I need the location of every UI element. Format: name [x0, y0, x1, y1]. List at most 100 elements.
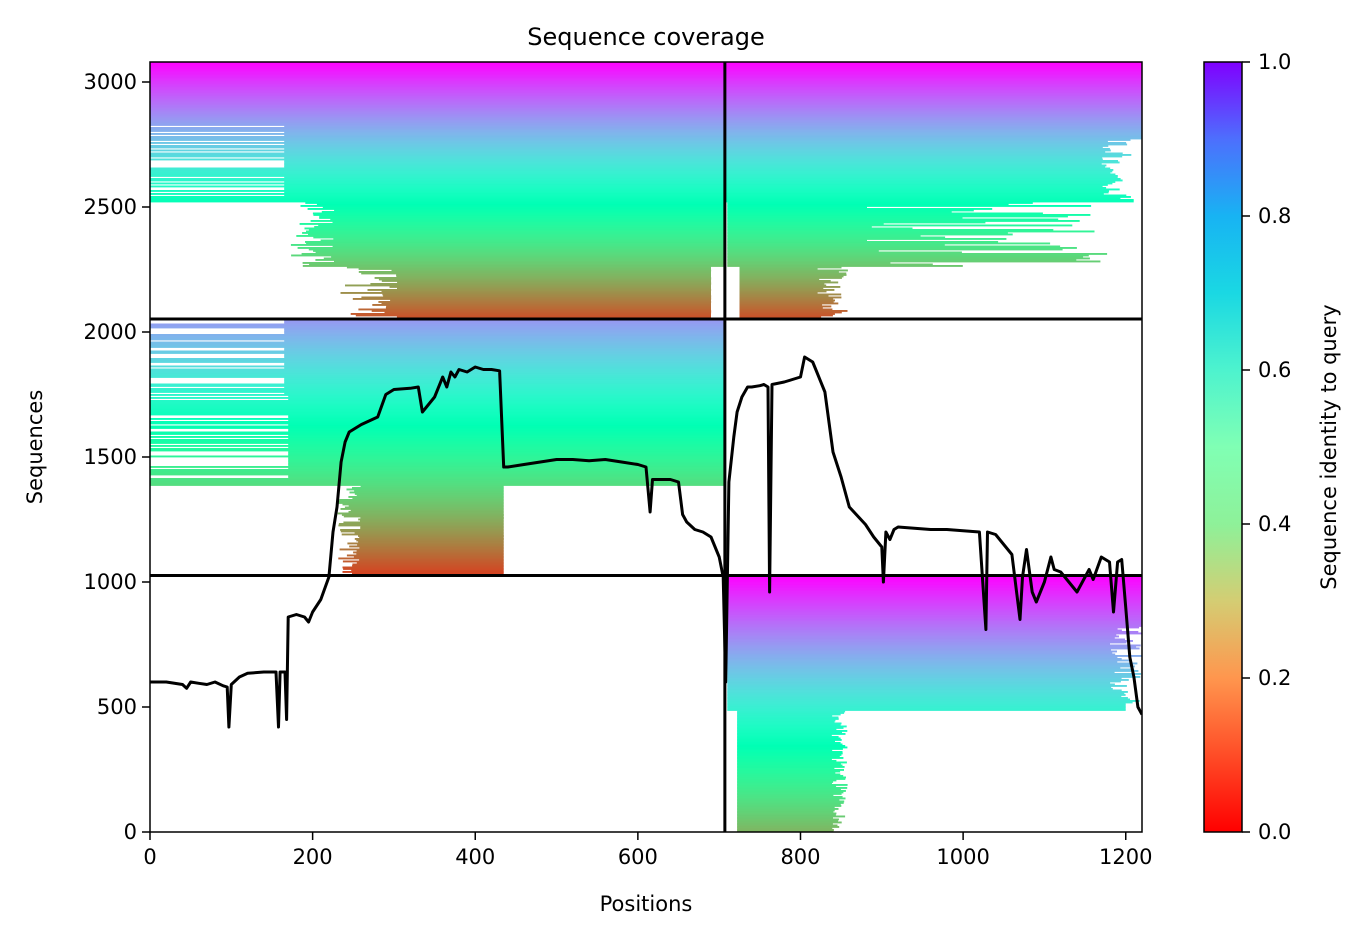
heatmap-row	[739, 304, 823, 306]
heatmap-row	[737, 781, 834, 783]
heatmap-row	[727, 238, 1007, 240]
heatmap-row	[725, 199, 1134, 201]
x-axis-ticks: 0 200 400 600 800 1000 1200	[143, 832, 1152, 869]
heatmap-row	[355, 314, 711, 317]
heatmap-row	[737, 733, 846, 735]
heatmap-row	[724, 607, 1142, 609]
heatmap-row	[724, 64, 1142, 66]
heatmap-row	[150, 403, 725, 405]
heatmap-row	[150, 190, 725, 192]
heatmap-row	[150, 179, 725, 182]
heatmap-row	[725, 143, 1128, 146]
heatmap-row	[727, 661, 1118, 663]
heatmap-row	[737, 793, 842, 795]
colorbar	[1203, 61, 1243, 833]
heatmap-row	[737, 829, 834, 831]
heatmap-row	[727, 629, 1122, 632]
heatmap-row	[300, 205, 725, 207]
heatmap-row	[331, 256, 725, 258]
heatmap-row	[305, 241, 725, 243]
heatmap-row	[724, 70, 1142, 72]
heatmap-row	[150, 341, 725, 344]
heatmap-row	[150, 67, 725, 69]
heatmap-row	[737, 746, 848, 749]
heatmap-row	[737, 818, 839, 821]
heatmap-row	[737, 815, 846, 818]
heatmap-row	[724, 131, 1142, 134]
heatmap-row	[360, 527, 504, 530]
heatmap-row	[150, 68, 725, 71]
heatmap-row	[727, 659, 1132, 662]
heatmap-row	[150, 473, 725, 476]
heatmap-row	[737, 805, 842, 807]
heatmap-row	[727, 242, 1051, 245]
heatmap-row	[150, 106, 725, 108]
heatmap-row	[343, 521, 504, 524]
heatmap-row	[739, 305, 832, 308]
heatmap-row	[727, 257, 1090, 260]
heatmap-row	[724, 116, 1142, 119]
heatmap-row	[284, 143, 725, 146]
heatmap-row	[330, 218, 725, 221]
heatmap-row	[739, 292, 818, 294]
heatmap-row	[150, 427, 725, 429]
heatmap-row	[727, 701, 1133, 704]
heatmap-row	[737, 755, 840, 758]
heatmap-row	[727, 631, 1139, 633]
heatmap-row	[397, 281, 712, 284]
heatmap-row	[374, 277, 712, 279]
heatmap-row	[284, 194, 725, 197]
heatmap-row	[724, 127, 1142, 129]
heatmap-row	[150, 407, 725, 410]
heatmap-row	[150, 196, 725, 198]
heatmap-row	[727, 247, 1077, 249]
heatmap-row	[739, 266, 842, 269]
heatmap-row	[352, 563, 504, 566]
heatmap-row	[316, 203, 725, 206]
heatmap-row	[361, 272, 711, 275]
heatmap-row	[724, 620, 1142, 623]
heatmap-row	[313, 214, 725, 216]
heatmap-row	[727, 698, 1130, 701]
heatmap-row	[727, 245, 1061, 248]
heatmap-row	[727, 230, 1095, 233]
heatmap-row	[727, 670, 1139, 672]
heatmap-row	[727, 632, 1142, 635]
heatmap-row	[345, 284, 711, 287]
heatmap-row	[724, 85, 1142, 87]
heatmap-row	[318, 224, 725, 227]
heatmap-row	[724, 92, 1142, 95]
heatmap-row	[284, 181, 725, 183]
heatmap-row	[724, 106, 1142, 108]
heatmap-row	[739, 272, 847, 275]
heatmap-row	[284, 166, 725, 168]
heatmap-row	[737, 812, 837, 815]
chart-title: Sequence coverage	[527, 23, 764, 51]
heatmap-row	[150, 199, 725, 201]
heatmap-row	[150, 118, 725, 120]
heatmap-row	[150, 112, 725, 114]
heatmap-row	[727, 685, 1127, 687]
heatmap-row	[724, 611, 1142, 614]
heatmap-row	[725, 160, 1118, 162]
heatmap-row	[150, 89, 725, 92]
heatmap-row	[724, 80, 1142, 83]
heatmap-row	[385, 307, 711, 309]
heatmap-row	[340, 529, 504, 531]
heatmap-row	[737, 814, 836, 816]
heatmap-row	[737, 728, 837, 731]
heatmap-row	[150, 335, 725, 338]
heatmap-row	[396, 275, 711, 278]
heatmap-row	[349, 491, 504, 494]
colorbar-tick-label: 0.6	[1258, 358, 1291, 382]
heatmap-row	[150, 167, 725, 170]
heatmap-row	[361, 296, 712, 299]
heatmap-row	[737, 751, 843, 753]
heatmap-row	[150, 142, 725, 144]
heatmap-rows	[150, 62, 1142, 832]
heatmap-row	[727, 695, 1122, 698]
heatmap-row	[739, 316, 822, 318]
heatmap-row	[724, 100, 1142, 102]
heatmap-row	[341, 533, 504, 536]
heatmap-row	[378, 301, 712, 303]
